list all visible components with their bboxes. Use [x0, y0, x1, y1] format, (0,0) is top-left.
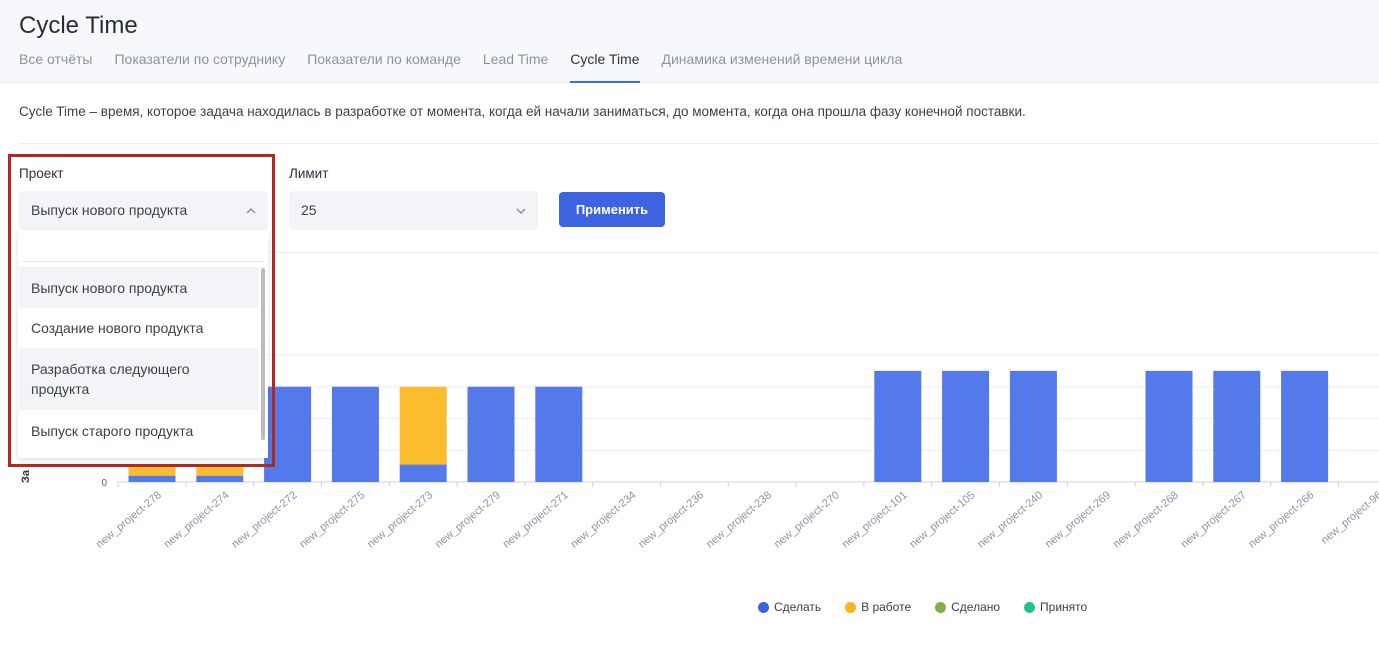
project-option[interactable]: Создание нового продукта: [31, 320, 204, 336]
report-description: Cycle Time – время, которое задача наход…: [19, 104, 1026, 119]
bar-segment: [196, 475, 244, 482]
legend-dot: [758, 601, 769, 613]
project-search-input[interactable]: [22, 238, 264, 262]
project-label: Проект: [19, 166, 64, 181]
bar-segment: [331, 386, 379, 482]
legend-label: В работе: [861, 600, 912, 614]
dropdown-scrollbar[interactable]: [261, 268, 265, 440]
project-option[interactable]: Выпуск старого продукта: [31, 422, 194, 439]
report-tabs: Все отчёты Показатели по сотруднику Пока…: [19, 50, 924, 83]
bar-segment: [128, 475, 176, 482]
x-tick-label: new_project-274: [162, 489, 232, 550]
y-axis-label: За: [20, 469, 32, 483]
project-option[interactable]: Разработка следующего продукта: [19, 348, 259, 410]
project-select[interactable]: Выпуск нового продукта: [19, 191, 268, 230]
bar-segment: [264, 386, 312, 482]
tab-employee-metrics[interactable]: Показатели по сотруднику: [114, 51, 286, 67]
legend-dot: [935, 601, 947, 613]
chart-legend: Сделать В работе Сделано Принято: [758, 600, 1111, 614]
x-tick-label: new_project-96: [1319, 489, 1379, 547]
legend-item-done[interactable]: Сделано: [935, 600, 1000, 614]
x-tick-label: new_project-266: [1247, 489, 1317, 550]
tab-all-reports[interactable]: Все отчёты: [19, 51, 93, 67]
bar-segment: [1145, 370, 1193, 482]
x-tick-label: new_project-268: [1111, 489, 1181, 550]
page-header: Cycle Time Все отчёты Показатели по сотр…: [0, 0, 1379, 83]
x-tick-label: new_project-234: [569, 489, 639, 550]
bar-segment: [128, 466, 176, 476]
project-dropdown: Выпуск нового продукта Создание нового п…: [18, 230, 268, 458]
bar-segment: [399, 464, 447, 482]
tab-cycle-time[interactable]: Cycle Time: [570, 50, 640, 83]
legend-item-todo[interactable]: Сделать: [758, 600, 821, 614]
apply-button[interactable]: Применить: [559, 192, 665, 227]
x-tick-label: new_project-105: [908, 489, 978, 550]
bar-segment: [399, 386, 447, 465]
bar-segment: [1213, 370, 1261, 482]
x-tick-label: new_project-273: [365, 489, 435, 550]
x-tick-label: new_project-236: [636, 489, 706, 550]
limit-select-value: 25: [301, 202, 317, 218]
legend-item-in-progress[interactable]: В работе: [845, 600, 911, 614]
x-tick-label: new_project-267: [1179, 489, 1249, 550]
x-tick-label: new_project-269: [1043, 489, 1113, 550]
divider: [19, 143, 1379, 144]
bar-segment: [467, 386, 515, 482]
legend-label: Сделано: [951, 600, 1001, 614]
x-tick-label: new_project-272: [230, 489, 300, 550]
bar-segment: [1281, 370, 1329, 482]
x-tick-label: new_project-278: [94, 489, 164, 550]
y-tick-label: 0: [101, 478, 107, 489]
x-tick-label: new_project-238: [704, 489, 774, 550]
x-tick-label: new_project-271: [501, 489, 571, 550]
chevron-up-icon: [246, 191, 256, 230]
limit-select[interactable]: 25: [289, 191, 538, 230]
bar-segment: [1009, 370, 1057, 482]
divider: [19, 252, 1379, 253]
limit-label: Лимит: [289, 166, 329, 181]
tab-lead-time[interactable]: Lead Time: [482, 51, 549, 67]
project-select-value: Выпуск нового продукта: [31, 202, 188, 218]
project-option[interactable]: Выпуск нового продукта: [19, 267, 259, 308]
legend-item-accepted[interactable]: Принято: [1024, 600, 1087, 614]
x-tick-label: new_project-279: [433, 489, 503, 550]
cycle-time-chart: 0Заnew_project-278new_project-274new_pro…: [20, 354, 1379, 551]
legend-dot: [1024, 601, 1036, 613]
x-tick-label: new_project-101: [840, 489, 910, 550]
chevron-down-icon: [516, 191, 526, 230]
x-tick-label: new_project-275: [297, 489, 367, 550]
legend-label: Принято: [1040, 600, 1088, 614]
tab-team-metrics[interactable]: Показатели по команде: [307, 51, 461, 67]
x-tick-label: new_project-240: [975, 489, 1045, 550]
bar-segment: [942, 370, 990, 482]
bar-segment: [535, 386, 583, 482]
bar-segment: [196, 466, 244, 476]
page-title: Cycle Time: [19, 12, 138, 39]
legend-label: Сделать: [774, 600, 822, 614]
tab-cycle-time-dynamics[interactable]: Динамика изменений времени цикла: [661, 51, 903, 67]
x-tick-label: new_project-270: [772, 489, 842, 550]
legend-dot: [845, 601, 857, 613]
bar-segment: [874, 370, 922, 482]
